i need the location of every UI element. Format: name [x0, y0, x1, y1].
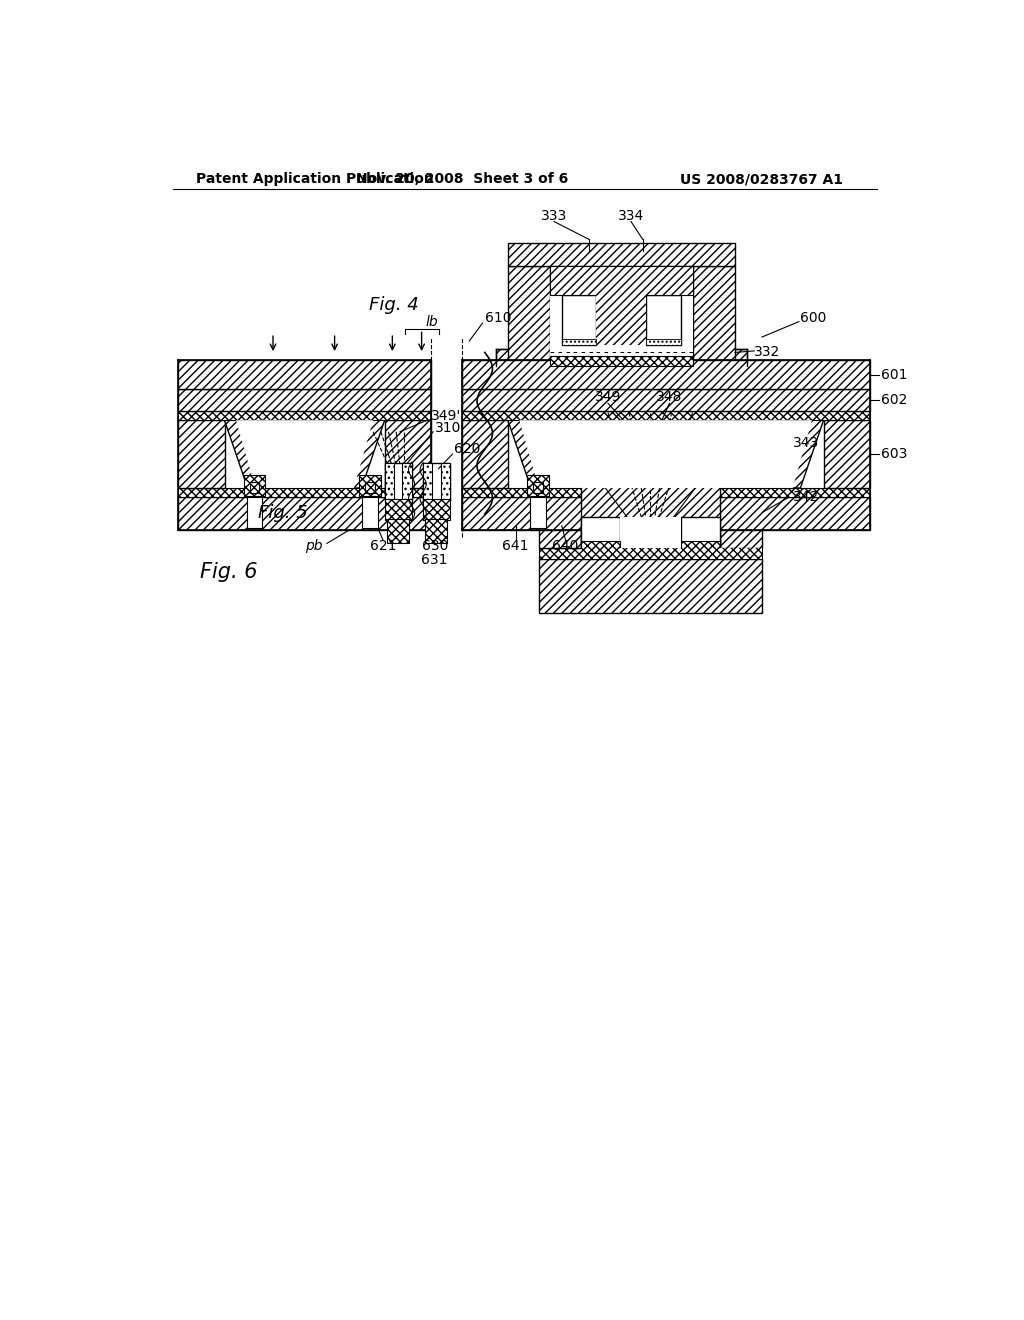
Text: lb: lb [425, 314, 438, 329]
Bar [562, 294, 596, 345]
Bar [462, 360, 869, 389]
Bar [530, 498, 546, 528]
Text: 630: 630 [422, 540, 447, 553]
Text: 343: 343 [793, 437, 819, 450]
Bar [423, 462, 451, 502]
Text: 640: 640 [552, 540, 579, 553]
Text: 620: 620 [454, 442, 480, 457]
Bar [362, 498, 378, 528]
Bar [539, 548, 762, 558]
Bar [462, 389, 869, 411]
Text: 610: 610 [484, 310, 511, 325]
Bar [178, 360, 431, 389]
Bar [681, 517, 720, 548]
Text: 602: 602 [882, 393, 907, 407]
Bar [462, 498, 869, 529]
Bar [646, 294, 681, 345]
Bar [387, 519, 409, 544]
Bar [385, 462, 394, 502]
Text: Fig. 4: Fig. 4 [370, 296, 419, 314]
Bar [720, 455, 762, 548]
Bar [178, 420, 224, 488]
Text: 310: 310 [435, 421, 461, 434]
Bar [581, 541, 620, 548]
Bar [366, 482, 375, 494]
Bar [581, 548, 762, 558]
Bar [534, 482, 543, 494]
Bar [562, 339, 596, 345]
Bar [705, 350, 746, 367]
Bar [462, 488, 869, 498]
Text: 342: 342 [793, 490, 819, 504]
Bar [423, 499, 451, 520]
Bar [823, 420, 869, 488]
Text: Nov. 20, 2008  Sheet 3 of 6: Nov. 20, 2008 Sheet 3 of 6 [355, 172, 567, 186]
Bar [596, 294, 646, 345]
Bar [423, 462, 432, 502]
Text: 601: 601 [882, 368, 908, 381]
Bar [244, 475, 265, 496]
Bar [497, 350, 539, 367]
Text: 349': 349' [431, 409, 461, 424]
Polygon shape [237, 420, 373, 488]
Bar [581, 517, 620, 548]
Bar [550, 267, 692, 367]
Bar [539, 558, 762, 612]
Bar [359, 475, 381, 496]
Text: 349: 349 [595, 391, 622, 404]
Bar [402, 462, 412, 502]
Text: 600: 600 [801, 310, 826, 325]
Text: 621: 621 [370, 540, 396, 553]
Text: Patent Application Publication: Patent Application Publication [196, 172, 434, 186]
Bar [550, 267, 692, 294]
Text: 333: 333 [541, 209, 567, 223]
Bar [385, 499, 412, 520]
Bar [178, 498, 431, 529]
Polygon shape [519, 420, 812, 488]
Text: 334: 334 [617, 209, 644, 223]
Bar [620, 517, 681, 548]
Bar [681, 541, 720, 548]
Bar [539, 455, 581, 548]
Bar [178, 488, 431, 498]
Bar [385, 462, 412, 502]
Bar [508, 267, 550, 367]
Polygon shape [224, 420, 385, 488]
Bar [250, 482, 259, 494]
Bar [646, 339, 681, 345]
Bar [550, 355, 692, 367]
Bar [462, 420, 508, 488]
Bar [385, 420, 431, 488]
Bar [178, 411, 431, 420]
Polygon shape [508, 420, 823, 488]
Text: 641: 641 [503, 540, 528, 553]
Text: 348: 348 [656, 391, 683, 404]
Bar [178, 389, 431, 411]
Text: Fig. 5: Fig. 5 [258, 504, 307, 521]
Bar [462, 411, 869, 420]
Text: pb: pb [305, 540, 323, 553]
Text: 603: 603 [882, 447, 907, 461]
Text: 631: 631 [422, 553, 447, 568]
Bar [508, 367, 735, 405]
Bar [539, 437, 762, 455]
Text: 332: 332 [755, 346, 780, 359]
Bar [581, 455, 720, 548]
Bar [247, 498, 262, 528]
Bar [692, 267, 735, 367]
Bar [441, 462, 451, 502]
Text: Fig. 6: Fig. 6 [200, 562, 257, 582]
Text: US 2008/0283767 A1: US 2008/0283767 A1 [681, 172, 844, 186]
Bar [425, 519, 447, 544]
Bar [527, 475, 549, 496]
Bar [508, 243, 735, 267]
